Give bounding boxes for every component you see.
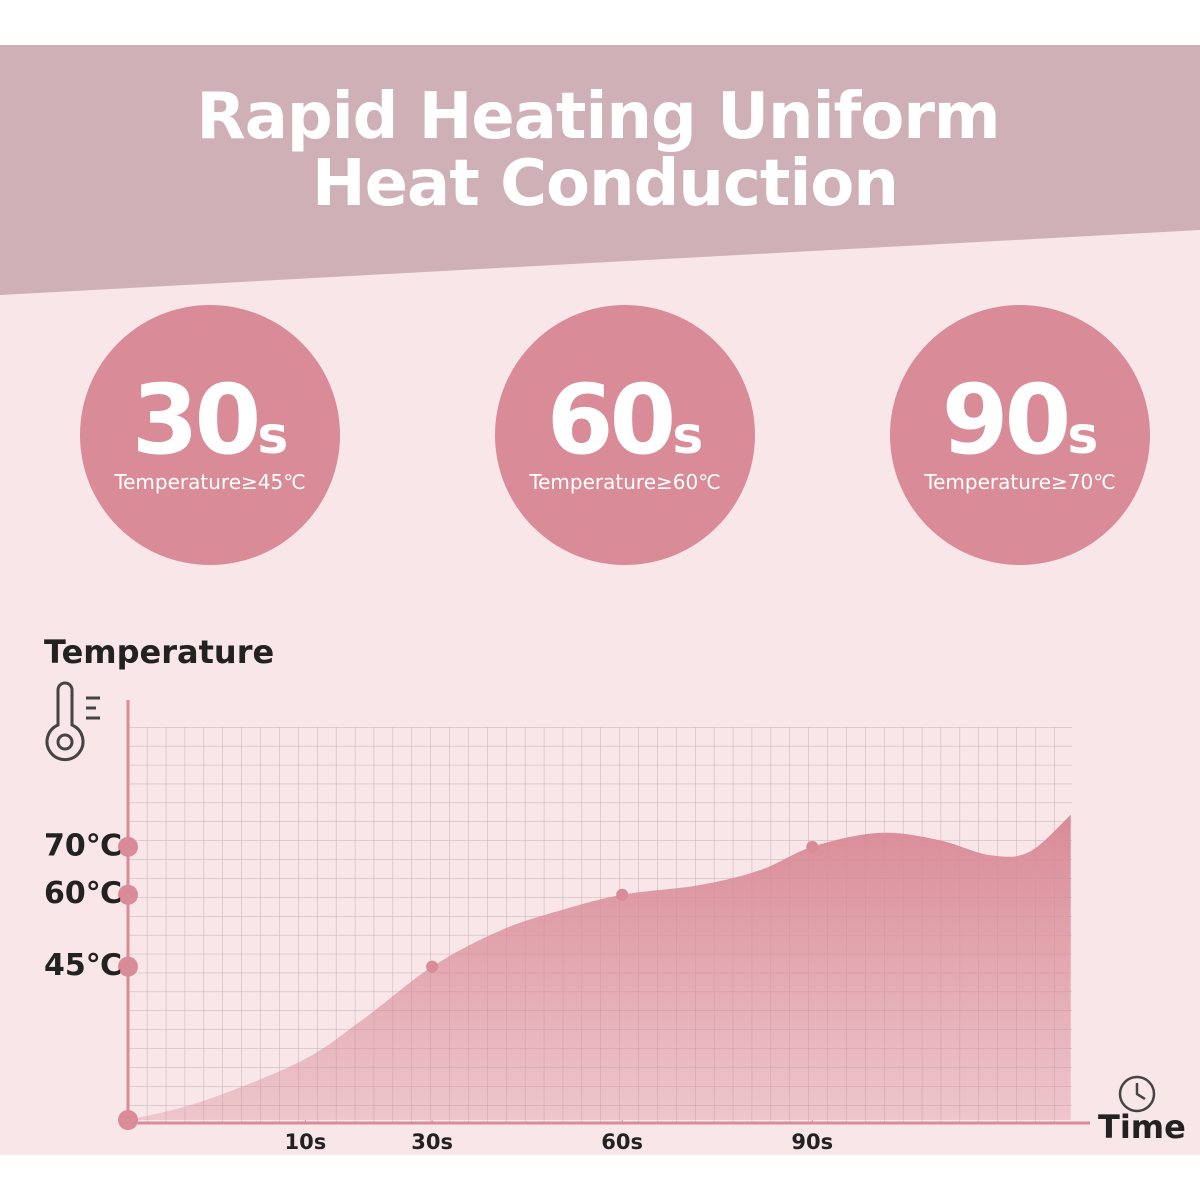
title-line: Heat Conduction <box>312 147 898 221</box>
badge-caption: Temperature≥60℃ <box>528 470 720 494</box>
y-tick-dot <box>118 884 138 905</box>
title-line: Rapid Heating Uniform <box>196 80 999 154</box>
x-tick-label: 90s <box>791 1130 833 1154</box>
y-tick-label: 60℃ <box>44 876 122 911</box>
origin-dot <box>118 1110 138 1130</box>
x-tick-label: 60s <box>601 1130 643 1154</box>
y-tick-label: 70℃ <box>44 828 122 863</box>
badge-unit: s <box>1067 406 1098 466</box>
badge-circle <box>495 305 755 565</box>
point-marker <box>426 960 439 973</box>
badge-caption: Temperature≥45℃ <box>113 470 305 494</box>
badge-caption: Temperature≥70℃ <box>923 470 1115 494</box>
thermometer-icon <box>45 681 100 762</box>
badges: 30sTemperature≥45℃60sTemperature≥60℃90sT… <box>80 305 1150 565</box>
point-marker <box>806 840 819 853</box>
x-tick-label: 30s <box>411 1130 453 1154</box>
chart: 45℃ 60℃ 70℃ 10s 30s 60s 90s Temperature Time <box>44 633 1186 1154</box>
point-marker <box>616 888 629 901</box>
badge-number: 60 <box>547 364 673 476</box>
badge-time: 90s <box>942 364 1099 476</box>
clock-icon <box>1118 1075 1156 1113</box>
badge-time: 30s <box>132 364 289 476</box>
x-axis-label: Time <box>1098 1108 1186 1146</box>
area <box>128 814 1071 1120</box>
y-tick-dot <box>118 836 138 857</box>
header-band <box>0 45 1200 295</box>
badge-circle <box>890 305 1150 565</box>
badge-unit: s <box>672 406 703 466</box>
y-tick-label: 45℃ <box>44 948 122 983</box>
badge-time: 60s <box>547 364 704 476</box>
badge-circle <box>80 305 340 565</box>
badge-unit: s <box>257 406 288 466</box>
x-tick-label: 10s <box>285 1130 327 1154</box>
badge-number: 90 <box>942 364 1068 476</box>
y-tick-dot <box>118 956 138 977</box>
badge-number: 30 <box>132 364 258 476</box>
y-axis-label: Temperature <box>44 633 274 671</box>
